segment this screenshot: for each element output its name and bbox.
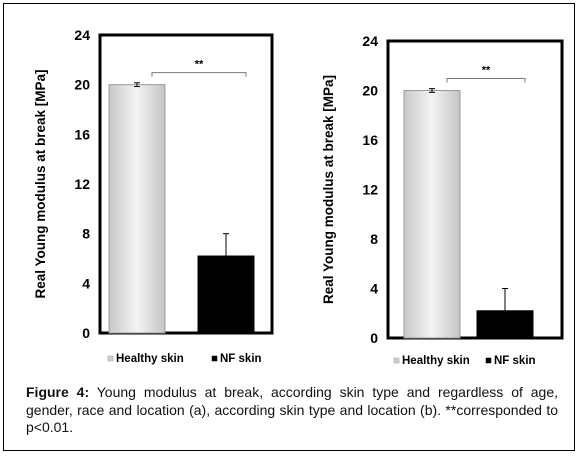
- caption-text: Young modulus at break, according skin t…: [26, 384, 558, 435]
- significance-label: **: [195, 59, 204, 71]
- bar-healthy-skin: [108, 84, 166, 334]
- y-axis-label: Real Young modulus at break [MPa]: [321, 75, 336, 304]
- legend-swatch-healthy-skin: [393, 357, 400, 364]
- y-tick-label: 8: [82, 226, 90, 242]
- legend-swatch-nf-skin: [211, 355, 218, 362]
- y-tick-label: 0: [82, 325, 90, 341]
- y-tick-label: 12: [74, 176, 90, 192]
- y-tick-label: 8: [370, 231, 378, 247]
- y-tick-label: 16: [362, 132, 378, 148]
- y-tick-label: 24: [362, 33, 378, 49]
- legend-label: NF skin: [220, 353, 262, 365]
- legend-swatch-nf-skin: [485, 357, 492, 364]
- legend-label: Healthy skin: [116, 353, 184, 365]
- significance-label: **: [482, 65, 491, 77]
- significance-bracket: [151, 72, 247, 77]
- caption-label: Figure 4:: [26, 384, 90, 400]
- chart-a: 0 4 8 12 16 20 24 Real Young modulus at break […: [33, 27, 274, 365]
- y-tick-label: 20: [74, 77, 90, 93]
- y-tick-label: 0: [370, 330, 378, 346]
- figure-caption: Figure 4: Young modulus at break, accord…: [26, 384, 558, 437]
- bar-healthy-skin: [403, 90, 461, 339]
- legend-label: NF skin: [494, 355, 536, 367]
- chart-b: 0 4 8 12 16 20 24 Real Young modulus at break […: [321, 33, 564, 367]
- y-tick-label: 24: [74, 27, 90, 43]
- y-tick-label: 12: [362, 182, 378, 198]
- y-tick-label: 20: [362, 83, 378, 99]
- significance-bracket: [446, 78, 526, 83]
- y-axis-label: Real Young modulus at break [MPa]: [33, 69, 48, 298]
- legend-label: Healthy skin: [402, 355, 470, 367]
- y-tick-label: 4: [82, 275, 90, 291]
- legend-swatch-healthy-skin: [107, 355, 114, 362]
- y-tick-label: 4: [370, 281, 378, 297]
- y-tick-label: 16: [74, 126, 90, 142]
- figure-frame: [3, 3, 575, 451]
